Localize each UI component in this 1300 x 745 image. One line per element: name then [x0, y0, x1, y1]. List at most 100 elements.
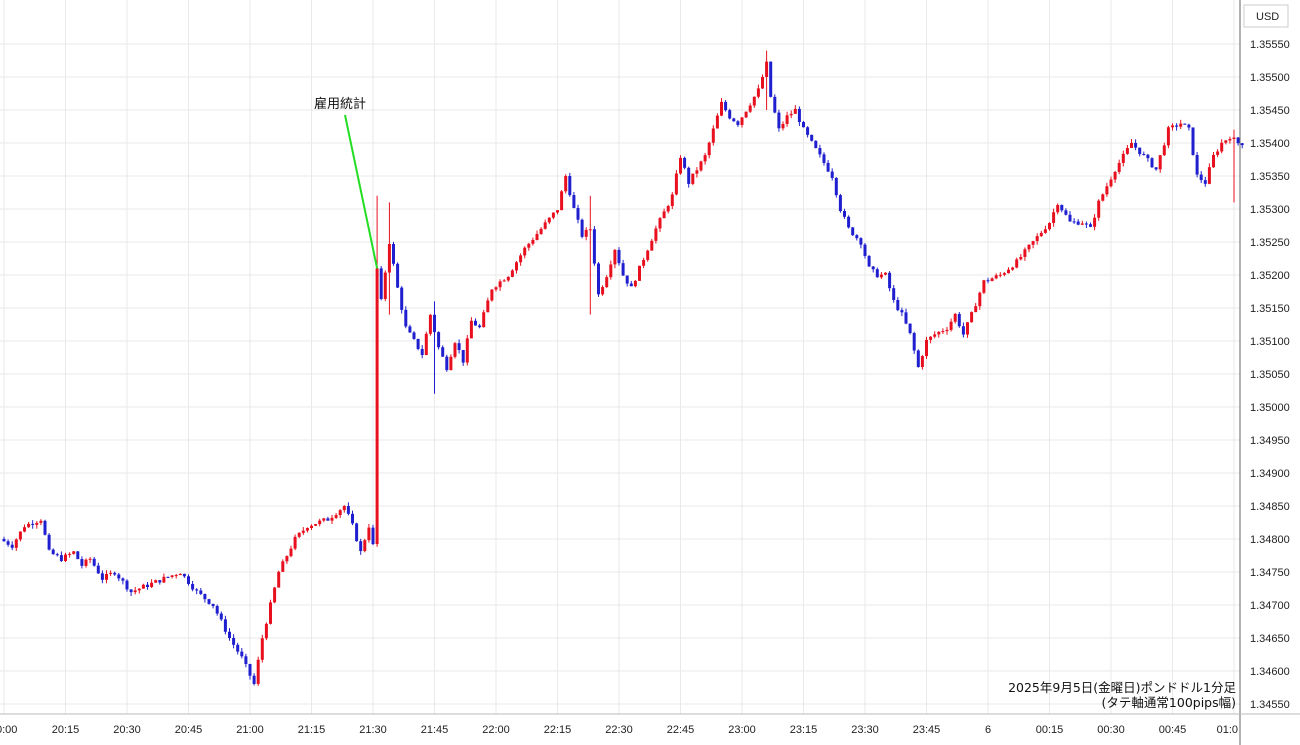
candle-body — [375, 268, 379, 545]
candle-body — [961, 326, 965, 335]
candle-body — [72, 551, 76, 554]
candle-body — [830, 171, 834, 178]
candle-body — [1039, 232, 1043, 237]
candle-body — [1056, 204, 1060, 213]
candle-body — [1011, 267, 1015, 270]
candle-body — [236, 644, 240, 652]
candle-body — [752, 96, 756, 106]
candle-body — [539, 228, 543, 234]
candle-body — [113, 572, 117, 575]
y-tick-label: 1.34750 — [1250, 567, 1290, 579]
candle-body — [1162, 145, 1166, 156]
candle-body — [1240, 143, 1244, 146]
candle-body — [396, 263, 400, 288]
y-tick-label: 1.34550 — [1250, 699, 1290, 711]
candle-body — [941, 331, 945, 333]
candle-body — [1084, 223, 1088, 225]
candle-body — [424, 333, 428, 356]
candle-body — [141, 584, 145, 589]
candle-body — [871, 266, 875, 270]
candle-body — [351, 513, 354, 524]
candle-body — [158, 580, 162, 583]
x-tick-label: 00:30 — [1097, 724, 1125, 736]
candle-body — [1072, 221, 1076, 223]
candle-body — [847, 216, 851, 228]
candle-body — [51, 549, 55, 555]
candle-body — [264, 623, 268, 639]
candle-body — [986, 280, 990, 282]
candle-body — [683, 157, 687, 168]
candle-body — [728, 110, 732, 119]
candle-body — [888, 272, 892, 289]
candle-body — [338, 510, 342, 516]
candle-body — [695, 170, 699, 174]
candle-body — [228, 631, 231, 639]
candle-body — [14, 539, 18, 548]
candle-body — [966, 322, 969, 335]
candle-body — [666, 206, 670, 212]
candle-body — [482, 312, 486, 328]
candle-body — [523, 247, 527, 256]
candle-body — [937, 331, 941, 335]
candle-body — [1007, 269, 1010, 274]
candle-body — [679, 157, 682, 174]
candle-body — [1031, 241, 1035, 245]
candle-body — [851, 227, 855, 236]
y-tick-label: 1.35100 — [1250, 336, 1290, 348]
chart-caption-title: 2025年9月5日(金曜日)ポンドドル1分足 — [1008, 680, 1236, 695]
candle-body — [1171, 125, 1174, 128]
candle-body — [498, 281, 502, 288]
candle-body — [84, 559, 88, 566]
x-tick-label: 23:45 — [913, 724, 941, 736]
candle-body — [761, 76, 764, 89]
candle-body — [1142, 154, 1146, 156]
candle-body — [392, 243, 395, 264]
candle-body — [834, 177, 838, 196]
candle-body — [691, 173, 695, 184]
candle-body — [1134, 142, 1138, 148]
candle-body — [1236, 137, 1240, 144]
candle-body — [232, 638, 236, 645]
candle-body — [273, 587, 277, 603]
x-tick-label: 20:15 — [52, 724, 80, 736]
candle-body — [27, 523, 31, 528]
candle-body — [281, 561, 285, 572]
candle-body — [638, 265, 641, 281]
candle-body — [1130, 142, 1133, 148]
candle-body — [793, 108, 797, 114]
candle-body — [720, 101, 723, 116]
candle-body — [1048, 222, 1051, 230]
candle-body — [953, 313, 957, 322]
candle-body — [437, 332, 441, 348]
candle-body — [1175, 125, 1179, 127]
x-tick-label: 01:0 — [1217, 724, 1238, 736]
annotation-pointer-line — [344, 114, 379, 269]
candle-body — [711, 128, 715, 143]
candle-body — [1015, 259, 1019, 268]
candle-body — [125, 580, 129, 590]
candle-body — [1125, 147, 1129, 154]
annotation-group: 雇用統計 — [314, 96, 379, 269]
candle-body — [367, 527, 371, 541]
candle-body — [211, 603, 215, 607]
candle-body — [769, 61, 773, 97]
candle-body — [732, 118, 736, 122]
candle-body — [289, 548, 293, 557]
candle-body — [502, 280, 506, 282]
y-tick-label: 1.35200 — [1250, 270, 1290, 282]
candle-body — [1212, 154, 1215, 168]
candle-body — [900, 310, 904, 313]
candle-body — [1117, 162, 1121, 172]
x-tick-label: 23:30 — [851, 724, 879, 736]
x-tick-label: 00:15 — [1036, 724, 1064, 736]
y-tick-label: 1.35000 — [1250, 402, 1290, 414]
candle-body — [150, 582, 154, 588]
y-tick-label: 1.34950 — [1250, 435, 1290, 447]
x-tick-label: 6 — [985, 724, 991, 736]
candle-body — [133, 590, 137, 593]
candle-body — [605, 277, 609, 288]
candle-body — [912, 333, 916, 351]
x-tick-label: 21:30 — [359, 724, 387, 736]
y-tick-label: 1.34700 — [1250, 600, 1290, 612]
x-tick-label: 20:30 — [113, 724, 141, 736]
